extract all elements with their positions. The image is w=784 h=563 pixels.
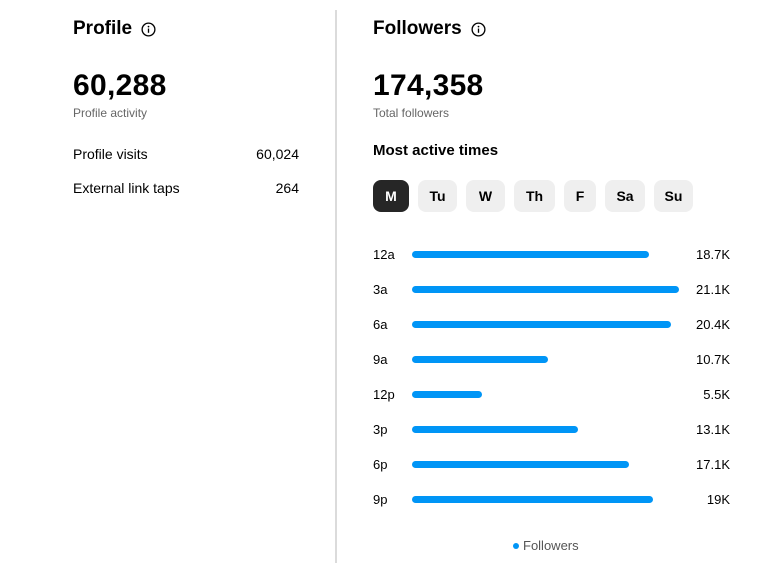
bar-value-label: 13.1K	[696, 421, 730, 437]
legend-dot	[513, 542, 519, 549]
tab-day-f[interactable]: F	[564, 180, 596, 212]
bar	[412, 251, 649, 258]
stat-value: 264	[275, 180, 299, 196]
followers-header: Followers	[373, 18, 486, 40]
bar-track	[412, 496, 682, 503]
most-active-times-title: Most active times	[373, 142, 499, 159]
followers-total: 174,358	[373, 69, 484, 102]
tab-day-su[interactable]: Su	[654, 180, 693, 212]
stat-label: Profile visits	[73, 146, 148, 162]
bar-row: 6a 20.4K	[373, 314, 730, 334]
bar-value-label: 19K	[706, 491, 730, 507]
tab-day-tu[interactable]: Tu	[418, 180, 457, 212]
bar-track	[412, 286, 682, 293]
profile-total: 60,288	[73, 69, 167, 102]
bar-time-label: 9a	[373, 351, 388, 367]
bar-row: 12p 5.5K	[373, 384, 730, 404]
bar-value-label: 17.1K	[696, 456, 730, 472]
bar	[412, 461, 629, 468]
bar-time-label: 6a	[373, 316, 388, 332]
panel-divider	[335, 10, 337, 563]
stat-row-profile-visits: Profile visits 60,024	[73, 146, 299, 162]
bar	[412, 286, 679, 293]
bar-time-label: 12a	[373, 246, 395, 262]
bar-time-label: 3p	[373, 421, 388, 437]
bar-track	[412, 461, 682, 468]
bar-row: 12a 18.7K	[373, 244, 730, 264]
tab-day-m[interactable]: M	[373, 180, 409, 212]
stat-label: External link taps	[73, 180, 180, 196]
bar-track	[412, 251, 682, 258]
bar-track	[412, 356, 682, 363]
tab-day-w[interactable]: W	[466, 180, 505, 212]
bar	[412, 391, 482, 398]
bar	[412, 426, 578, 433]
info-icon[interactable]	[141, 21, 156, 37]
bar-track	[412, 391, 682, 398]
info-icon[interactable]	[471, 21, 486, 37]
bar-time-label: 6p	[373, 456, 388, 472]
tab-day-th[interactable]: Th	[514, 180, 555, 212]
followers-caption: Total followers	[373, 106, 450, 120]
bar-row: 3p 13.1K	[373, 419, 730, 439]
bar	[412, 496, 653, 503]
legend-label: Followers	[523, 538, 579, 553]
bar-value-label: 21.1K	[696, 281, 730, 297]
profile-header: Profile	[73, 18, 156, 40]
bar-value-label: 5.5K	[703, 386, 730, 402]
profile-title: Profile	[73, 18, 133, 39]
bar-time-label: 12p	[373, 386, 395, 402]
bar-track	[412, 321, 682, 328]
bar	[412, 356, 548, 363]
bar-value-label: 18.7K	[696, 246, 730, 262]
bar	[412, 321, 671, 328]
bar-row: 9p 19K	[373, 489, 730, 509]
bar-row: 6p 17.1K	[373, 454, 730, 474]
bar-track	[412, 426, 682, 433]
bar-value-label: 20.4K	[696, 316, 730, 332]
bar-row: 9a 10.7K	[373, 349, 730, 369]
stat-row-external-link-taps: External link taps 264	[73, 180, 299, 196]
chart-legend: Followers	[513, 538, 579, 553]
bar-row: 3a 21.1K	[373, 279, 730, 299]
stat-value: 60,024	[256, 146, 299, 162]
bar-value-label: 10.7K	[696, 351, 730, 367]
profile-caption: Profile activity	[73, 106, 148, 120]
followers-title: Followers	[373, 18, 462, 39]
tab-day-sa[interactable]: Sa	[605, 180, 645, 212]
bar-time-label: 9p	[373, 491, 388, 507]
bar-time-label: 3a	[373, 281, 388, 297]
day-tabs: M Tu W Th F Sa Su	[373, 180, 702, 212]
